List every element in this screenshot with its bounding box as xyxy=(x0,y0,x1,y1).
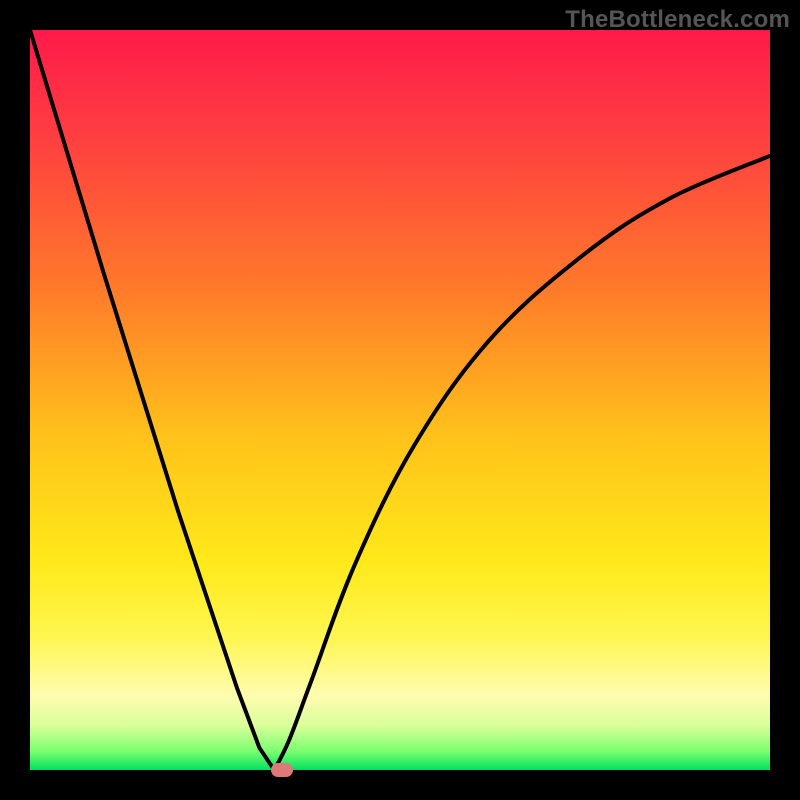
bottleneck-curve xyxy=(30,30,770,770)
plot-area xyxy=(30,30,770,770)
chart-frame: TheBottleneck.com xyxy=(0,0,800,800)
curve-layer xyxy=(30,30,770,770)
optimal-marker xyxy=(271,763,293,777)
watermark-text: TheBottleneck.com xyxy=(565,6,790,34)
